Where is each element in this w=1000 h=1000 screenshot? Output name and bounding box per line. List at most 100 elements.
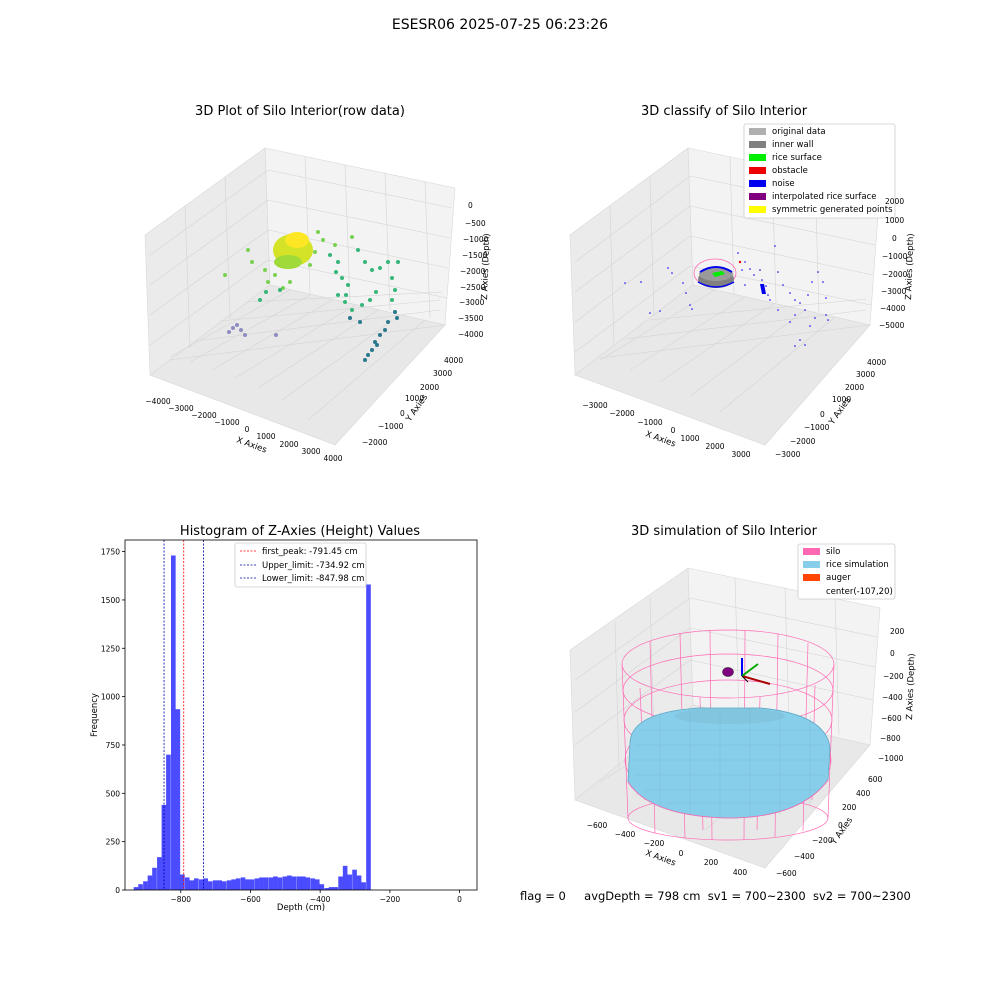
histogram-bar xyxy=(342,865,348,890)
histogram-bar xyxy=(366,584,371,890)
histogram-bar xyxy=(207,881,213,890)
histogram-bar xyxy=(361,882,366,890)
raw-3d-axes: −4000 −3000 −2000 −1000 0 1000 2000 3000… xyxy=(144,147,492,463)
histogram-bar xyxy=(301,876,306,890)
sim-zlabel: Z Axies (Depth) xyxy=(905,653,917,720)
legend-swatch xyxy=(749,154,766,161)
legend-swatch xyxy=(749,193,766,200)
simulation-legend: silo rice simulation auger center(-107,2… xyxy=(797,543,896,600)
y-tick-label: 500 xyxy=(106,789,121,798)
histogram-bar xyxy=(268,877,274,890)
raw-xtick: 4000 xyxy=(323,454,342,463)
simulation-plot-title: 3D simulation of Silo Interior xyxy=(631,524,817,539)
raw-ztick: −4000 xyxy=(458,330,484,339)
histogram-bar xyxy=(277,877,283,890)
legend-label: inner wall xyxy=(772,140,813,150)
legend-swatch xyxy=(749,206,766,213)
histogram-bar xyxy=(328,887,334,890)
raw-ztick: −500 xyxy=(465,219,486,228)
x-tick-label: 0 xyxy=(457,895,462,904)
classify-xtick: 1000 xyxy=(680,434,699,443)
figure-title: ESESR06 2025-07-25 06:23:26 xyxy=(391,17,609,33)
histogram-bar xyxy=(254,878,260,890)
histogram-bar xyxy=(157,857,162,890)
legend-label: silo xyxy=(826,547,840,557)
classify-ztick: −2000 xyxy=(882,270,908,279)
histogram-bar xyxy=(296,876,302,890)
histogram-bar xyxy=(235,878,241,890)
histogram-bar xyxy=(263,877,269,890)
histogram-bar xyxy=(352,869,357,890)
histogram-bar xyxy=(171,555,176,890)
histogram-bar xyxy=(217,880,222,890)
histogram-bar xyxy=(273,876,278,890)
legend-label: center(-107,20) xyxy=(826,587,893,597)
legend-swatch xyxy=(749,141,766,148)
legend-swatch xyxy=(749,180,766,187)
y-tick-label: 750 xyxy=(106,741,121,750)
raw-ytick: 3000 xyxy=(433,369,452,378)
status-footer: flag = 0 avgDepth = 798 cm sv1 = 700~230… xyxy=(520,889,911,903)
histogram-bar xyxy=(310,878,316,890)
classify-legend: original data inner wall rice surface ob… xyxy=(743,123,896,219)
classify-ztick: −4000 xyxy=(880,304,906,313)
histogram-ylabel: Frequency xyxy=(90,693,100,737)
histogram-bar xyxy=(147,875,153,890)
avg-depth-value: avgDepth = 798 cm xyxy=(584,889,701,903)
auger-x-axis xyxy=(741,675,771,685)
classify-xtick: −3000 xyxy=(582,401,608,410)
x-tick-label: −800 xyxy=(170,895,191,904)
sim-xtick: 200 xyxy=(704,858,719,867)
classify-xtick: −1000 xyxy=(637,418,663,427)
sim-xtick: −600 xyxy=(587,821,608,830)
histogram-bar xyxy=(287,875,292,890)
histogram-bar xyxy=(314,879,320,890)
histogram-bar xyxy=(240,877,246,890)
simulation-3d-axes: silo rice simulation auger center(-107,2… xyxy=(569,543,917,878)
histogram-bar xyxy=(194,878,199,890)
histogram-bar xyxy=(319,884,325,890)
classify-xtick: 0 xyxy=(671,426,676,435)
histogram-bar xyxy=(338,876,343,890)
raw-xtick: 0 xyxy=(245,425,250,434)
sim-xtick: −200 xyxy=(644,839,665,848)
sim-ztick: −800 xyxy=(880,734,901,743)
raw-zlabel: Z Axies (Depth) xyxy=(480,233,492,300)
raw-ytick: 2000 xyxy=(420,383,439,392)
raw-ztick: −3000 xyxy=(459,298,485,307)
sim-ytick: 0 xyxy=(838,821,843,830)
legend-label: rice simulation xyxy=(826,560,889,570)
raw-ytick: 4000 xyxy=(444,356,463,365)
raw-xtick: 2000 xyxy=(279,440,298,449)
classify-xtick: −2000 xyxy=(609,409,635,418)
raw-xtick: −4000 xyxy=(145,397,171,406)
rice-simulation-surface xyxy=(627,707,831,819)
histogram-bar xyxy=(245,879,250,890)
raw-xtick: −2000 xyxy=(191,411,217,420)
raw-ztick: −1000 xyxy=(463,235,489,244)
legend-label: noise xyxy=(772,179,795,189)
raw-ztick: −1500 xyxy=(462,251,488,260)
sim-ztick: −600 xyxy=(881,714,902,723)
legend-label-upper-limit: Upper_limit: -734.92 cm xyxy=(262,561,365,571)
classify-3d-axes: original data inner wall rice surface ob… xyxy=(569,123,916,459)
legend-label: interpolated rice surface xyxy=(772,192,877,202)
y-tick-label: 250 xyxy=(106,838,121,847)
legend-label: rice surface xyxy=(772,153,822,163)
y-tick-label: 1250 xyxy=(101,644,120,653)
histogram-bar xyxy=(138,884,143,890)
classified-points xyxy=(624,245,829,347)
sim-ytick: 200 xyxy=(842,803,857,812)
histogram-axes: −800 −600 −400 −200 0 0 250 500 750 1000 1250 1500… xyxy=(90,539,478,913)
y-tick-label: 0 xyxy=(115,886,120,895)
histogram-legend: first_peak: -791.45 cm Upper_limit: -734… xyxy=(234,542,367,588)
classify-zlabel: Z Axies (Depth) xyxy=(904,233,916,300)
histogram-title: Histogram of Z-Axies (Height) Values xyxy=(179,524,421,539)
classify-ytick: 0 xyxy=(820,410,825,419)
histogram-y-ticks: 0 250 500 750 1000 1250 1500 1750 xyxy=(101,548,125,895)
auger-axes-glyph xyxy=(722,658,771,685)
classify-ytick: 2000 xyxy=(845,383,864,392)
x-tick-label: −400 xyxy=(310,895,331,904)
y-tick-label: 1000 xyxy=(101,693,120,702)
